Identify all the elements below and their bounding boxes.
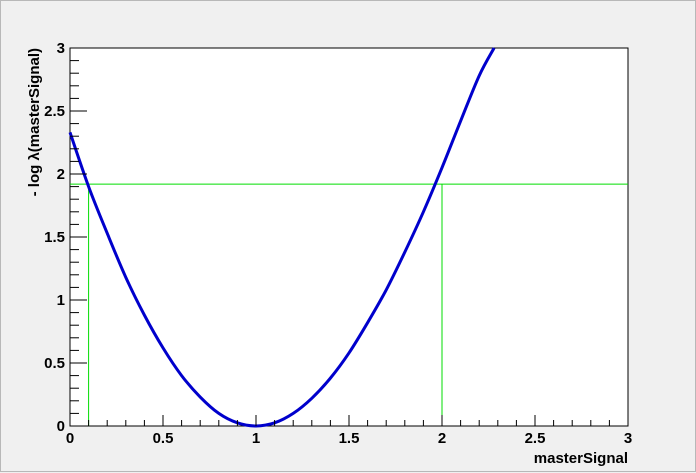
x-tick-label: 3 bbox=[624, 430, 632, 447]
y-axis-title: - log λ(masterSignal) bbox=[26, 48, 43, 196]
y-tick-label: 1.5 bbox=[44, 229, 65, 246]
x-tick-label: 2 bbox=[438, 430, 446, 447]
plot-frame bbox=[69, 47, 629, 427]
y-tick-label: 2.5 bbox=[44, 103, 65, 120]
y-tick-label: 3 bbox=[57, 40, 65, 57]
x-tick-label: 1 bbox=[252, 430, 260, 447]
x-tick-label: 1.5 bbox=[339, 430, 360, 447]
x-tick-label: 0.5 bbox=[153, 430, 174, 447]
y-tick-label: 0 bbox=[57, 418, 65, 435]
y-tick-label: 2 bbox=[57, 166, 65, 183]
x-axis-title: masterSignal bbox=[534, 450, 628, 467]
x-tick-label: 2.5 bbox=[525, 430, 546, 447]
x-tick-label: 0 bbox=[66, 430, 74, 447]
series-line-1 bbox=[68, 47, 496, 428]
y-tick-label: 1 bbox=[57, 292, 65, 309]
y-tick-label: 0.5 bbox=[44, 355, 65, 372]
